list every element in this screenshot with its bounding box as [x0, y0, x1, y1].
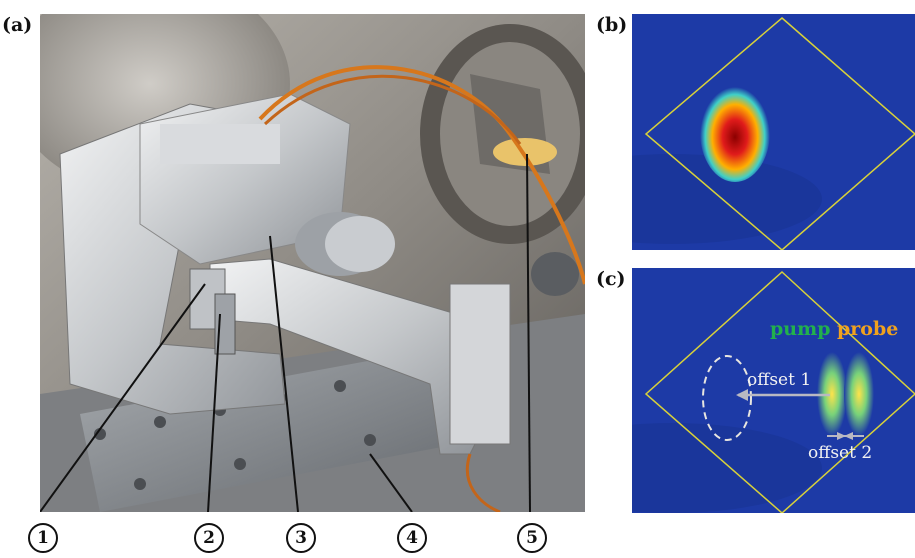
beam-profile-c: pump probe offset 1 offset 2: [632, 268, 915, 513]
offset1-label: offset 1: [747, 370, 811, 390]
pump-label: pump: [770, 318, 831, 340]
panel-label-c: (c): [596, 268, 626, 290]
offset2-label: offset 2: [808, 443, 872, 463]
callout-4: 4: [397, 523, 427, 553]
apparatus-photo: [40, 14, 585, 512]
callout-2: 2: [194, 523, 224, 553]
probe-label: probe: [837, 318, 898, 340]
detector-frame-b: [644, 17, 915, 250]
callout-3: 3: [286, 523, 316, 553]
callout-5: 5: [517, 523, 547, 553]
panel-label-b: (b): [596, 14, 628, 36]
probe-spot: [844, 352, 874, 436]
original-position-ellipse: [702, 355, 752, 441]
beam-profile-b: [632, 14, 915, 250]
panel-label-a: (a): [2, 14, 33, 36]
callout-1: 1: [28, 523, 58, 553]
beam-spot: [700, 82, 770, 182]
pump-spot: [817, 352, 847, 436]
detector-frame-c: [644, 270, 915, 513]
